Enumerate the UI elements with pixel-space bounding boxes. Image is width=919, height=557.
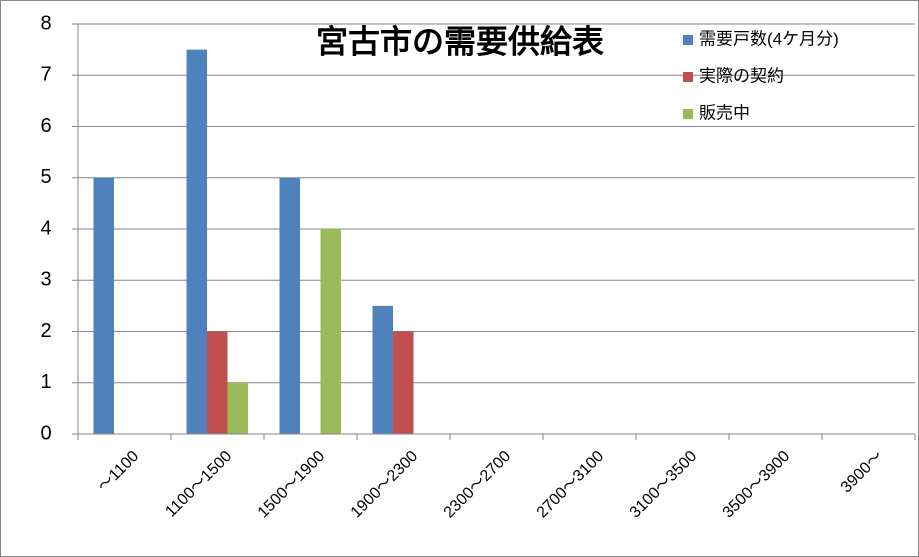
bar: [320, 229, 341, 434]
bar: [279, 177, 300, 434]
y-tick-label: 5: [40, 166, 51, 188]
bar: [186, 49, 207, 434]
chart-title: 宮古市の需要供給表: [316, 23, 604, 59]
legend-swatch: [683, 72, 693, 82]
legend-swatch: [683, 109, 693, 119]
bar: [393, 331, 414, 434]
y-tick-label: 8: [40, 12, 51, 34]
legend-label: 需要戸数(4ケ月分): [699, 29, 839, 48]
bar: [227, 382, 248, 434]
y-tick-label: 6: [40, 115, 51, 137]
y-tick-label: 3: [40, 269, 51, 291]
bar: [93, 177, 114, 434]
y-tick-label: 2: [40, 320, 51, 342]
bar: [372, 305, 393, 434]
legend-label: 販売中: [699, 103, 750, 122]
y-tick-label: 1: [40, 371, 51, 393]
y-tick-label: 0: [40, 422, 51, 444]
y-tick-label: 7: [40, 64, 51, 86]
y-tick-label: 4: [40, 217, 51, 239]
legend-swatch: [683, 35, 693, 45]
legend-label: 実際の契約: [699, 66, 784, 85]
bar: [207, 331, 228, 434]
